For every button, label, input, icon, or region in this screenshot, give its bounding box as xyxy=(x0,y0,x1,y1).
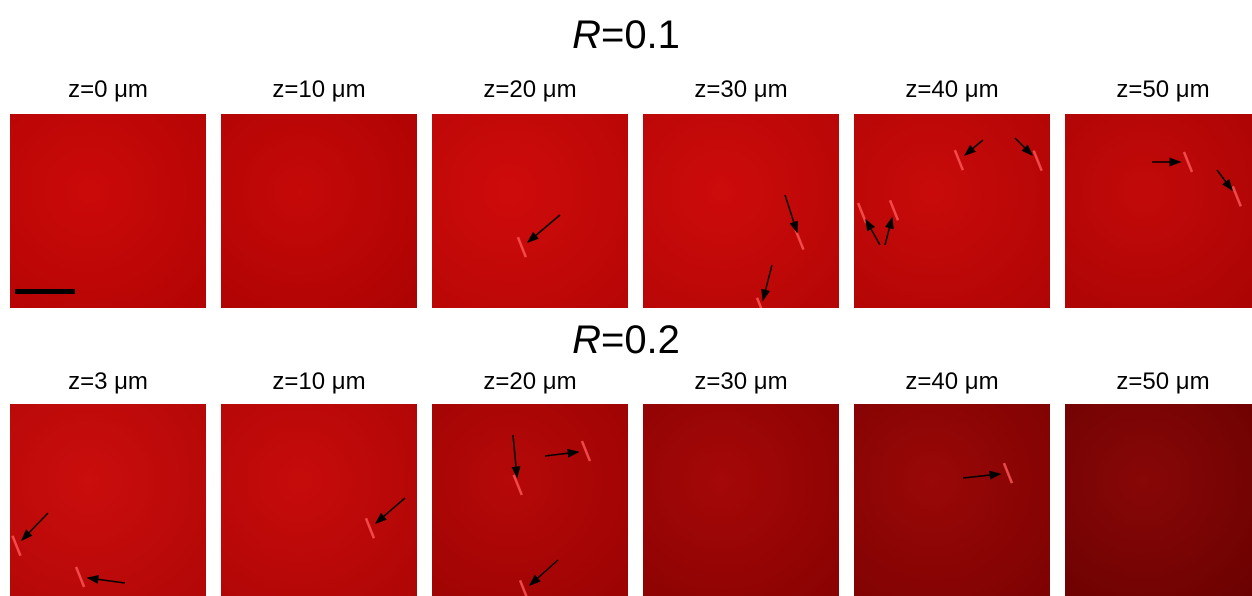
figure: R=0.1z=0 μmz=10 μmz=20 μmz=30 μmz=40 μmz… xyxy=(0,0,1252,596)
filament xyxy=(520,580,528,596)
arrow xyxy=(785,195,797,232)
overlay xyxy=(643,404,839,596)
filament xyxy=(955,150,963,170)
title-variable: R xyxy=(572,318,601,362)
filament xyxy=(1184,152,1192,172)
arrow xyxy=(1015,138,1032,155)
overlay xyxy=(432,114,628,308)
depth-label: z=50 μm xyxy=(1065,76,1252,104)
micrograph xyxy=(10,404,206,596)
micrograph xyxy=(643,404,839,596)
micrograph xyxy=(1065,114,1252,308)
title-value: =0.1 xyxy=(601,13,680,57)
filament xyxy=(890,200,898,220)
depth-label: z=20 μm xyxy=(432,76,628,104)
depth-label: z=40 μm xyxy=(854,368,1050,396)
micrograph xyxy=(10,114,206,308)
arrow xyxy=(963,474,1000,478)
filament xyxy=(514,475,522,495)
micrograph xyxy=(854,404,1050,596)
depth-label: z=10 μm xyxy=(221,76,417,104)
filament xyxy=(76,567,84,587)
row-title: R=0.1 xyxy=(0,13,1252,57)
title-value: =0.2 xyxy=(601,318,680,362)
depth-label: z=10 μm xyxy=(221,368,417,396)
arrow xyxy=(528,215,560,242)
arrow xyxy=(965,140,983,155)
overlay xyxy=(221,114,417,308)
overlay xyxy=(432,404,628,596)
scale-bar xyxy=(15,289,75,294)
arrow xyxy=(22,513,48,540)
micrograph xyxy=(1065,404,1252,596)
arrow xyxy=(1217,170,1232,190)
filament xyxy=(858,203,866,223)
depth-label: z=30 μm xyxy=(643,76,839,104)
arrow xyxy=(866,220,880,245)
micrograph xyxy=(854,114,1050,308)
micrograph xyxy=(221,404,417,596)
overlay xyxy=(643,114,839,308)
overlay xyxy=(10,114,206,308)
filament xyxy=(12,536,20,556)
depth-label: z=40 μm xyxy=(854,76,1050,104)
depth-label: z=50 μm xyxy=(1065,368,1252,396)
arrow xyxy=(513,435,517,477)
overlay xyxy=(1065,114,1252,308)
title-variable: R xyxy=(572,13,601,57)
filament xyxy=(582,441,590,461)
filament xyxy=(1004,463,1012,483)
depth-label: z=20 μm xyxy=(432,368,628,396)
micrograph xyxy=(432,404,628,596)
filament xyxy=(1034,151,1042,171)
arrow xyxy=(545,452,578,456)
depth-label: z=0 μm xyxy=(10,76,206,104)
arrow xyxy=(530,560,558,585)
arrow xyxy=(88,578,125,583)
filament xyxy=(1233,186,1241,206)
arrow xyxy=(763,265,772,300)
micrograph xyxy=(221,114,417,308)
micrograph xyxy=(643,114,839,308)
micrograph xyxy=(432,114,628,308)
depth-label: z=30 μm xyxy=(643,368,839,396)
overlay xyxy=(10,404,206,596)
arrow xyxy=(885,218,892,245)
overlay xyxy=(221,404,417,596)
arrow xyxy=(376,498,405,523)
filament xyxy=(366,518,374,538)
row-title: R=0.2 xyxy=(0,318,1252,362)
overlay xyxy=(1065,404,1252,596)
depth-label: z=3 μm xyxy=(10,368,206,396)
overlay xyxy=(854,404,1050,596)
filament xyxy=(795,230,803,250)
filament xyxy=(518,237,526,257)
overlay xyxy=(854,114,1050,308)
